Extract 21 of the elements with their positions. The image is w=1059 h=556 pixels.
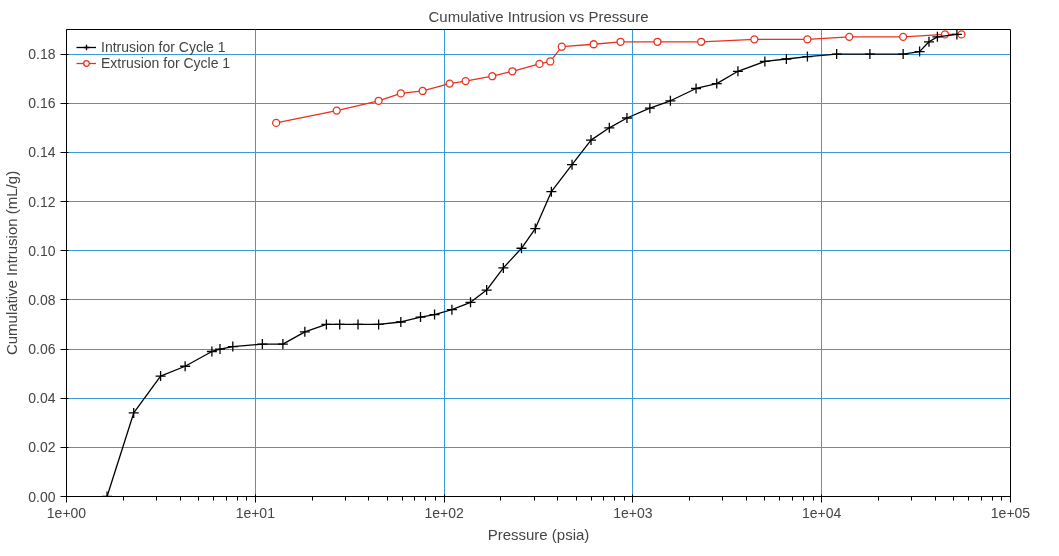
y-tick-label: 0.06 <box>28 341 56 358</box>
legend-label: Extrusion for Cycle 1 <box>101 55 231 71</box>
y-axis-title: Cumulative Intrusion (mL/g) <box>3 170 21 356</box>
chart-title: Cumulative Intrusion vs Pressure <box>428 7 649 25</box>
x-tick-label: 1e+03 <box>613 504 653 521</box>
y-tick-label: 0.14 <box>28 144 56 161</box>
y-tick-label: 0.02 <box>28 439 56 456</box>
x-axis-title: Pressure (psia) <box>487 525 590 543</box>
y-tick-label: 0.04 <box>28 390 56 407</box>
y-tick-label: 0.08 <box>28 291 56 308</box>
y-tick-label: 0.16 <box>28 95 56 112</box>
legend-label: Intrusion for Cycle 1 <box>101 39 226 55</box>
y-tick-label: 0.10 <box>28 242 56 259</box>
x-tick-label: 1e+00 <box>46 504 87 521</box>
x-tick-label: 1e+04 <box>802 504 842 521</box>
x-tick-label: 1e+01 <box>235 504 276 521</box>
x-tick-label: 1e+02 <box>424 504 464 521</box>
y-tick-label: 0.00 <box>28 488 56 505</box>
y-tick-label: 0.12 <box>28 193 56 210</box>
y-tick-label: 0.18 <box>28 46 56 63</box>
x-tick-label: 1e+05 <box>990 504 1031 521</box>
